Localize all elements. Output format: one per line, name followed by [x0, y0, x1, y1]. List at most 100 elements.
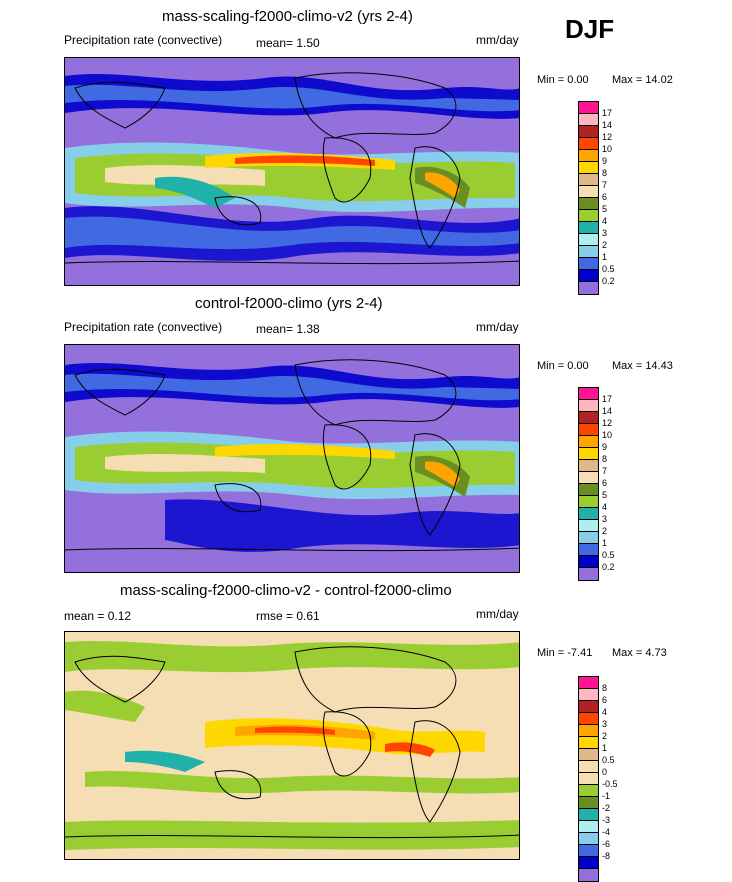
panel2-mean: mean= 1.38	[256, 322, 320, 336]
colorbar-label: -0.5	[602, 779, 618, 789]
colorbar-label: 8	[602, 168, 608, 178]
colorbar-swatch	[579, 568, 598, 580]
colorbar-label: 0	[602, 767, 608, 777]
colorbar-swatch	[579, 282, 598, 294]
panel1-variable-label: Precipitation rate (convective)	[64, 33, 223, 47]
colorbar-swatch	[579, 424, 598, 436]
colorbar-label: 10	[602, 144, 613, 154]
colorbar-label: 2	[602, 240, 608, 250]
colorbar-swatch	[579, 773, 598, 785]
colorbar-swatch	[579, 270, 598, 282]
colorbar-swatch	[579, 126, 598, 138]
colorbar-swatch	[579, 186, 598, 198]
colorbar-label: 3	[602, 514, 608, 524]
colorbar-label: 14	[602, 406, 613, 416]
panel1-units: mm/day	[476, 33, 519, 47]
panel3-map	[64, 631, 520, 860]
panel3-title: mass-scaling-f2000-climo-v2 - control-f2…	[120, 582, 452, 599]
panel1-mean: mean= 1.50	[256, 36, 320, 50]
colorbar-label: 4	[602, 707, 608, 717]
colorbar-label: -3	[602, 815, 611, 825]
colorbar-label: 17	[602, 394, 613, 404]
colorbar-swatch	[579, 689, 598, 701]
panel3-map-field	[65, 632, 519, 859]
season-label: DJF	[565, 14, 615, 44]
colorbar-swatch	[579, 460, 598, 472]
panel3-max: Max = 4.73	[612, 647, 667, 659]
colorbar-swatch	[579, 162, 598, 174]
colorbar-label: 1	[602, 743, 608, 753]
colorbar-label: 5	[602, 490, 608, 500]
colorbar-swatch	[579, 713, 598, 725]
panel1-max: Max = 14.02	[612, 74, 673, 86]
colorbar-swatch	[579, 412, 598, 424]
colorbar-swatch	[579, 520, 598, 532]
colorbar-swatch	[579, 785, 598, 797]
panel2-min: Min = 0.00	[537, 360, 589, 372]
panel3-rmse: rmse = 0.61	[256, 609, 320, 623]
colorbar-swatch	[579, 484, 598, 496]
colorbar-label: 7	[602, 466, 608, 476]
colorbar-swatch	[579, 102, 598, 114]
colorbar-swatch	[579, 258, 598, 270]
colorbar-swatch	[579, 737, 598, 749]
colorbar-label: -6	[602, 839, 611, 849]
colorbar-label: 2	[602, 526, 608, 536]
colorbar-swatch	[579, 472, 598, 484]
colorbar-label: -1	[602, 791, 611, 801]
colorbar-swatch	[579, 388, 598, 400]
panel3-mean: mean = 0.12	[64, 609, 132, 623]
colorbar-label: -8	[602, 851, 611, 861]
colorbar-swatch	[579, 234, 598, 246]
panel2-title: control-f2000-climo (yrs 2-4)	[195, 295, 383, 312]
colorbar-label: 12	[602, 132, 613, 142]
panel2-map	[64, 344, 520, 573]
panel2-map-field	[65, 345, 519, 572]
colorbar-label: 0.5	[602, 264, 615, 274]
colorbar-label: 8	[602, 683, 608, 693]
colorbar-label: 4	[602, 216, 608, 226]
colorbar-swatch	[579, 138, 598, 150]
colorbar-label: 0.5	[602, 755, 615, 765]
colorbar-swatch	[579, 508, 598, 520]
colorbar-swatch	[579, 761, 598, 773]
colorbar-label: 0.2	[602, 276, 615, 286]
panel1-title: mass-scaling-f2000-climo-v2 (yrs 2-4)	[162, 8, 413, 25]
colorbar-label: 6	[602, 192, 608, 202]
colorbar-swatch	[579, 496, 598, 508]
colorbar-swatch	[579, 532, 598, 544]
colorbar-swatch	[579, 400, 598, 412]
colorbar-swatch	[579, 556, 598, 568]
panel2-colorbar	[578, 387, 599, 581]
panel3-colorbar	[578, 676, 599, 882]
colorbar-swatch	[579, 246, 598, 258]
colorbar-swatch	[579, 436, 598, 448]
colorbar-swatch	[579, 701, 598, 713]
colorbar-swatch	[579, 544, 598, 556]
colorbar-label: 3	[602, 719, 608, 729]
colorbar-label: 1	[602, 538, 608, 548]
colorbar-label: -2	[602, 803, 611, 813]
colorbar-swatch	[579, 869, 598, 881]
panel2-units: mm/day	[476, 320, 519, 334]
colorbar-label: 7	[602, 180, 608, 190]
colorbar-swatch	[579, 677, 598, 689]
panel3-min: Min = -7.41	[537, 647, 593, 659]
panel2-variable-label: Precipitation rate (convective)	[64, 320, 223, 334]
panel1-map-field	[65, 58, 519, 285]
panel1-colorbar	[578, 101, 599, 295]
colorbar-label: 3	[602, 228, 608, 238]
panel2-max: Max = 14.43	[612, 360, 673, 372]
colorbar-swatch	[579, 150, 598, 162]
colorbar-label: 14	[602, 120, 613, 130]
colorbar-label: 2	[602, 731, 608, 741]
colorbar-swatch	[579, 114, 598, 126]
panel3-units: mm/day	[476, 607, 519, 621]
colorbar-label: 5	[602, 204, 608, 214]
colorbar-label: 9	[602, 442, 608, 452]
colorbar-label: 8	[602, 454, 608, 464]
colorbar-label: 0.2	[602, 562, 615, 572]
colorbar-label: 6	[602, 478, 608, 488]
panel1-map	[64, 57, 520, 286]
colorbar-swatch	[579, 174, 598, 186]
